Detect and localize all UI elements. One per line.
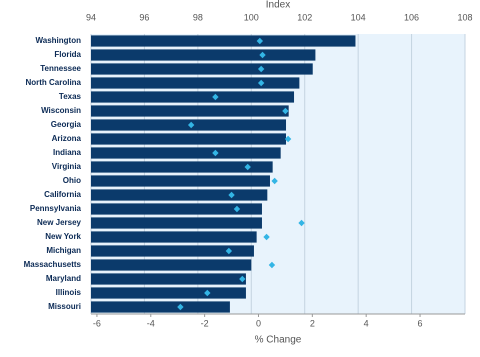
top-tick-label: 100	[244, 12, 259, 22]
category-label: Arizona	[52, 134, 82, 143]
bar	[91, 49, 316, 61]
category-label: Wisconsin	[41, 106, 81, 115]
top-tick-label: 108	[457, 12, 472, 22]
top-tick-label: 104	[351, 12, 366, 22]
bar	[91, 77, 300, 89]
category-label: Michigan	[46, 246, 81, 255]
bar	[91, 231, 257, 243]
bottom-tick-label: 0	[256, 318, 261, 328]
top-tick-label: 102	[297, 12, 312, 22]
category-label: Illinois	[56, 288, 82, 297]
top-axis-title: Index	[266, 0, 290, 11]
bottom-tick-label: 2	[310, 318, 315, 328]
bottom-tick-label: -6	[93, 318, 101, 328]
diamond-marker	[271, 177, 278, 185]
bar	[91, 287, 246, 299]
diamond-marker	[268, 261, 276, 269]
diamond-marker	[282, 107, 289, 115]
top-tick-label: 98	[193, 12, 203, 22]
bar	[91, 175, 270, 187]
bar	[91, 63, 313, 75]
top-tick-label: 96	[139, 12, 149, 22]
category-label: Georgia	[51, 120, 82, 129]
plot-background	[91, 34, 465, 314]
diamond-marker	[284, 135, 292, 143]
bar	[91, 245, 254, 257]
category-label: Florida	[54, 50, 81, 59]
bar	[91, 133, 287, 145]
diamond-marker	[233, 205, 241, 213]
category-label: Washington	[36, 36, 82, 45]
bottom-tick-label: 6	[418, 318, 423, 328]
category-label: Virginia	[52, 162, 82, 171]
category-label: Missouri	[48, 302, 81, 311]
bar	[91, 217, 262, 229]
diamond-marker	[212, 149, 219, 157]
diamond-marker	[239, 275, 246, 283]
category-label: Tennessee	[40, 64, 81, 73]
category-label: California	[44, 190, 81, 199]
bar	[91, 273, 246, 285]
diamond-marker	[225, 247, 233, 255]
diamond-marker	[187, 121, 195, 129]
bar	[91, 203, 262, 215]
bar	[91, 147, 281, 159]
bottom-tick-label: -4	[147, 318, 155, 328]
diamond-marker	[204, 289, 211, 297]
top-tick-label: 106	[404, 12, 419, 22]
category-label: Massachusetts	[24, 260, 82, 269]
diamond-marker	[259, 51, 266, 59]
category-label: New Jersey	[37, 218, 82, 227]
diamond-marker	[256, 37, 264, 45]
bar	[91, 91, 295, 103]
bottom-axis-title: % Change	[255, 335, 302, 346]
category-label: Pennsylvania	[30, 204, 82, 213]
category-label: North Carolina	[25, 78, 81, 87]
bar	[91, 301, 230, 313]
bar	[91, 35, 356, 47]
category-label: Indiana	[53, 148, 82, 157]
category-label: New York	[45, 232, 81, 241]
diamond-marker	[177, 303, 184, 311]
diamond-marker	[212, 93, 219, 101]
bottom-tick-label: 4	[364, 318, 369, 328]
diamond-marker	[257, 65, 265, 73]
category-label: Maryland	[46, 274, 81, 283]
bar	[91, 189, 268, 201]
bar	[91, 105, 289, 117]
category-label: Texas	[59, 92, 82, 101]
diamond-marker	[263, 233, 270, 241]
top-tick-label: 94	[86, 12, 96, 22]
bar	[91, 259, 252, 271]
diamond-marker	[244, 163, 251, 171]
bar	[91, 161, 273, 173]
diamond-marker	[298, 219, 305, 227]
diamond-marker	[228, 191, 235, 199]
diamond-marker	[257, 79, 265, 87]
bottom-tick-label: -2	[201, 318, 209, 328]
category-label: Ohio	[63, 176, 81, 185]
